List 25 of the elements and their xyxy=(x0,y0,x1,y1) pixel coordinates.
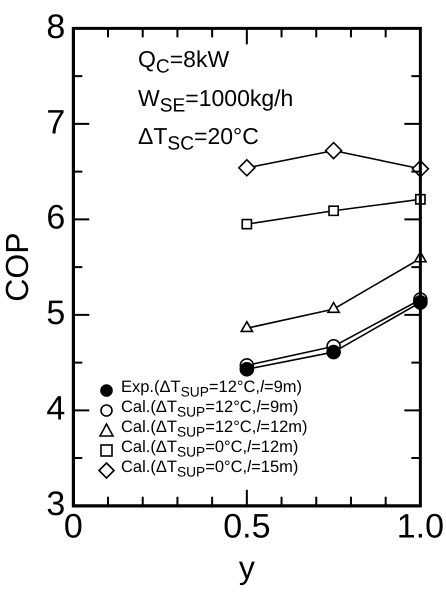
x-axis-title: y xyxy=(238,550,255,586)
y-tick-label: 3 xyxy=(46,485,66,524)
y-tick-label: 6 xyxy=(46,198,66,237)
y-tick-label: 8 xyxy=(46,8,66,46)
y-tick-label: 7 xyxy=(46,103,66,142)
y-axis-title: COP xyxy=(0,232,36,302)
x-tick-label: 0 xyxy=(64,508,83,546)
legend-label: Exp.(ΔT$_{SUP}$=12°C,𝑙=9m) xyxy=(121,378,302,400)
legend-label: Cal.(ΔT$_{SUP}$=0°C,𝑙=15m) xyxy=(121,457,298,482)
annotation: W$_{SE}$=1000kg/h xyxy=(138,84,294,118)
y-tick-label: 4 xyxy=(46,390,66,428)
point xyxy=(324,142,342,160)
point xyxy=(241,218,252,230)
point xyxy=(238,159,256,177)
legend-label: Cal.(ΔT$_{SUP}$=0°C,𝑙=12m) xyxy=(121,438,298,460)
x-tick-label: 0.5 xyxy=(223,508,270,546)
annotation: Q$_{C}$=8kW xyxy=(138,45,230,80)
point xyxy=(326,344,341,360)
point xyxy=(328,205,339,216)
point xyxy=(240,362,254,377)
y-tick-label: 5 xyxy=(46,294,66,332)
annotation: ΔT$_{SC}$=20°C xyxy=(138,122,260,157)
x-tick-label: 1.0 xyxy=(396,508,444,546)
legend-label: Cal.(ΔT$_{SUP}$=12°C,𝑙=9m) xyxy=(121,398,298,420)
legend-label: Cal.(ΔT$_{SUP}$=12°C,𝑙=12m) xyxy=(121,418,308,440)
